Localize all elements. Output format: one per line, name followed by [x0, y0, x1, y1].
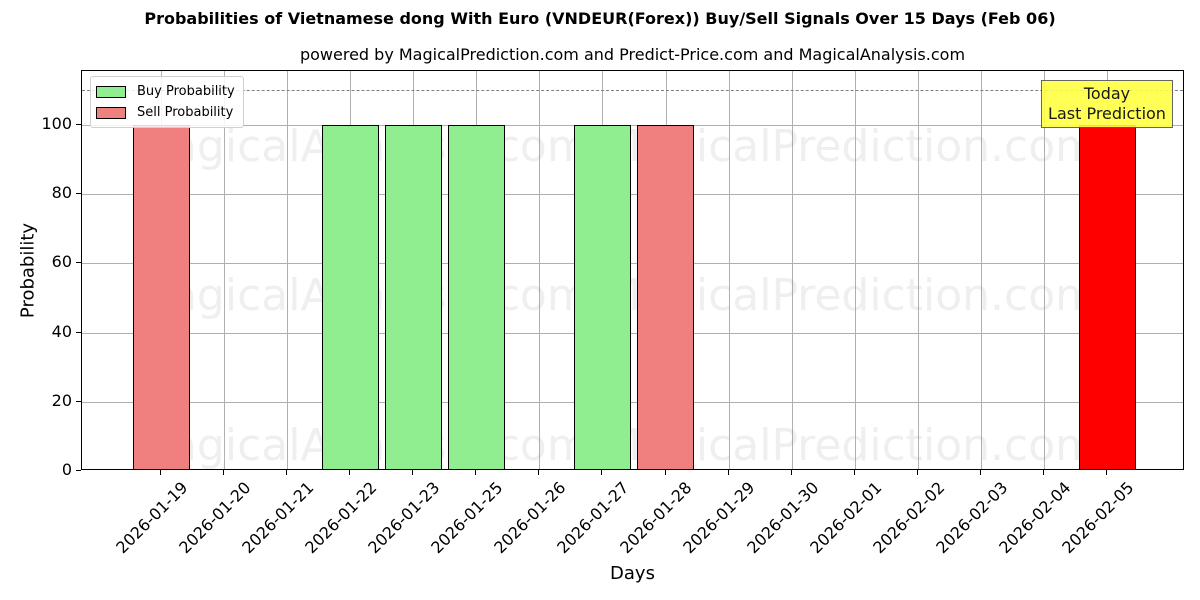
- gridline-v: [1043, 71, 1045, 469]
- y-tick: [76, 400, 81, 402]
- y-tick-label: 0: [61, 460, 72, 479]
- x-tick: [664, 470, 666, 475]
- x-tick: [223, 470, 225, 475]
- x-tick: [979, 470, 981, 475]
- reference-line: [82, 90, 1183, 92]
- x-tick: [916, 470, 918, 475]
- sell-swatch-icon: [96, 106, 126, 119]
- y-tick-label: 100: [41, 114, 72, 133]
- gridline-h: [82, 332, 1183, 334]
- annotation-line-2: Last Prediction: [1048, 104, 1166, 123]
- buy-bar-2026-01-27: [573, 125, 631, 469]
- gridline-v: [287, 71, 289, 469]
- today-annotation: Today Last Prediction: [1041, 80, 1173, 128]
- buy-bar-2026-01-22: [321, 125, 379, 469]
- legend-item-sell: Sell Probability: [96, 102, 235, 123]
- gridline-v: [980, 71, 982, 469]
- gridline-h: [82, 125, 1183, 126]
- gridline-h: [82, 263, 1183, 265]
- y-tick: [76, 470, 81, 471]
- y-tick: [76, 262, 81, 264]
- sell-bar-2026-01-28: [637, 125, 695, 469]
- plot-area: MagicalAnalysis.comMagicalPrediction.com…: [81, 70, 1184, 470]
- x-tick: [790, 470, 792, 475]
- y-tick: [76, 124, 81, 125]
- y-tick-label: 20: [51, 390, 72, 410]
- legend-label-buy: Buy Probability: [137, 84, 235, 99]
- gridline-v: [854, 71, 856, 469]
- buy-bar-2026-01-23: [384, 125, 442, 469]
- gridline-v: [791, 71, 793, 469]
- x-tick: [853, 470, 855, 475]
- x-tick: [412, 470, 414, 475]
- legend: Buy Probability Sell Probability: [90, 76, 244, 128]
- x-axis-title: Days: [610, 563, 655, 584]
- x-tick: [1042, 470, 1044, 475]
- x-tick: [1106, 470, 1108, 475]
- x-tick: [160, 470, 161, 475]
- x-tick: [349, 470, 351, 475]
- x-tick: [601, 470, 603, 475]
- y-tick-label: 40: [51, 321, 72, 341]
- gridline-h: [82, 401, 1183, 403]
- x-tick: [286, 470, 288, 475]
- chart-title: Probabilities of Vietnamese dong With Eu…: [144, 9, 1056, 28]
- gridline-v: [539, 71, 541, 469]
- buy-swatch-icon: [96, 85, 126, 98]
- y-tick-label: 60: [51, 252, 72, 272]
- annotation-line-1: Today: [1083, 84, 1131, 103]
- sell-bar-2026-02-05: [1078, 125, 1136, 469]
- gridline-v: [224, 71, 226, 469]
- legend-item-buy: Buy Probability: [96, 81, 235, 102]
- x-tick: [538, 470, 540, 475]
- gridline-h: [82, 194, 1183, 196]
- x-tick: [475, 470, 477, 475]
- y-tick: [76, 331, 81, 333]
- y-tick: [76, 193, 81, 195]
- y-tick-label: 80: [51, 183, 72, 203]
- x-tick: [727, 470, 729, 475]
- sell-bar-2026-01-19: [132, 125, 190, 469]
- chart-subtitle: powered by MagicalPrediction.com and Pre…: [299, 45, 966, 64]
- y-axis-title: Probability: [17, 222, 39, 319]
- gridline-v: [728, 71, 730, 469]
- gridline-v: [917, 71, 919, 469]
- legend-label-sell: Sell Probability: [137, 105, 234, 120]
- buy-bar-2026-01-25: [447, 125, 505, 469]
